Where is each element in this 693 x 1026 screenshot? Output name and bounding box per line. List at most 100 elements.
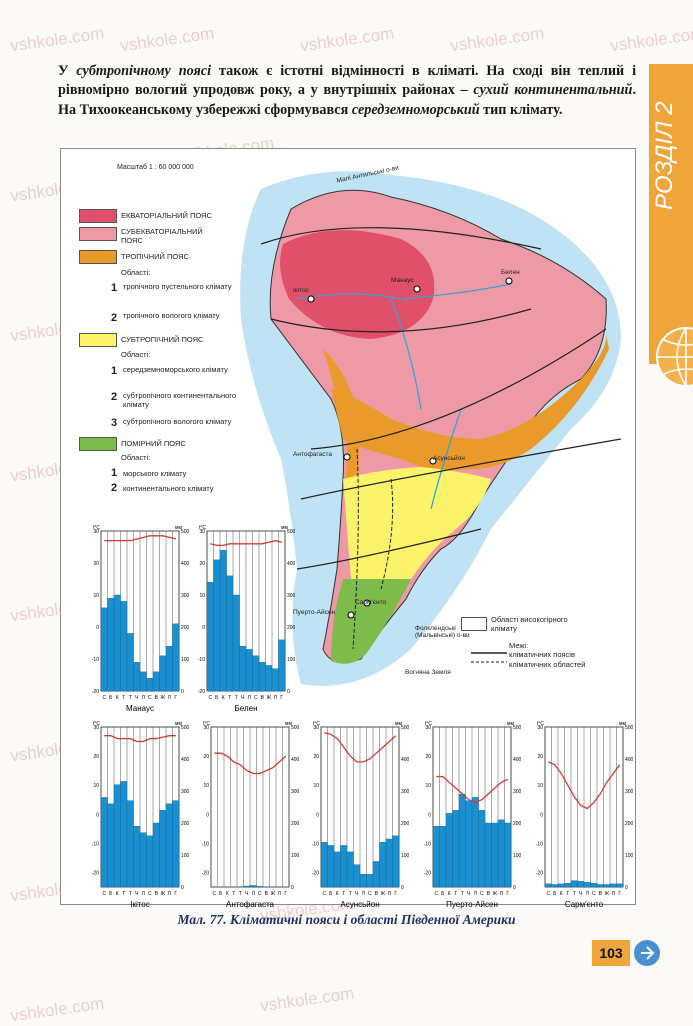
precip-tick-label: 500 (513, 725, 521, 731)
temp-tick-label: 10 (93, 783, 99, 789)
temp-tick-label: -20 (424, 870, 431, 876)
precip-bar (114, 595, 121, 691)
precip-bar (253, 656, 260, 691)
precip-tick-label: 200 (287, 625, 295, 631)
precip-tick-label: 500 (181, 725, 189, 731)
month-label: Л (252, 891, 255, 897)
month-label: Л (278, 891, 281, 897)
precip-tick-label: 300 (181, 789, 189, 795)
page-arrow-icon (632, 938, 662, 968)
month-label: С (480, 891, 484, 897)
map-label-sarmiento: Сарм'єнто (355, 599, 386, 606)
temp-tick-label: 0 (316, 812, 319, 818)
precip-bar (617, 884, 624, 887)
precip-bar (240, 646, 247, 691)
month-label: Л (142, 891, 145, 897)
precip-tick-label: 200 (291, 821, 299, 827)
precip-bar (485, 823, 492, 887)
month-label: С (102, 695, 106, 701)
precip-bar (134, 662, 141, 691)
month-label: Г (174, 891, 177, 897)
precip-bar (244, 886, 251, 887)
temp-tick-label: -10 (312, 841, 319, 847)
precip-tick-label: 300 (291, 789, 299, 795)
month-label: Т (239, 891, 242, 897)
precip-bar (101, 608, 108, 691)
month-label: С (148, 695, 152, 701)
temp-tick-label: 10 (199, 593, 205, 599)
month-label: Ж (270, 891, 275, 897)
month-label: Ч (135, 891, 138, 897)
watermark: vshkole.com (259, 984, 355, 1017)
precip-tick-label: 500 (287, 529, 295, 535)
precip-bar (545, 884, 552, 887)
precip-tick-label: 400 (291, 757, 299, 763)
month-label: К (560, 891, 563, 897)
legend-areas-label-3: Області: (121, 453, 150, 462)
text-run: тип клімату. (480, 102, 563, 118)
month-label: Ч (579, 891, 582, 897)
precip-bar (466, 801, 473, 887)
precip-tick-label: 300 (513, 789, 521, 795)
temp-tick-label: -20 (312, 870, 319, 876)
legend-tropical-1: тропічного пустельного клімату (123, 282, 243, 291)
watermark: vshkole.com (299, 24, 395, 57)
precip-bar (127, 801, 134, 887)
month-label: Т (573, 891, 576, 897)
month-label: Л (142, 695, 145, 701)
precip-tick-label: 200 (181, 821, 189, 827)
legend-area-bounds: кліматичних областей (509, 660, 585, 669)
temp-tick-label: 0 (206, 812, 209, 818)
month-label: Г (280, 695, 283, 701)
precip-bar (479, 810, 486, 887)
map-label-belem: Белен (501, 269, 520, 276)
month-label: С (592, 891, 596, 897)
precip-bar (259, 662, 266, 691)
temp-tick-label: 20 (203, 754, 209, 760)
figure-caption: Мал. 77. Кліматичні пояси і області Півд… (0, 912, 693, 928)
precip-bar (147, 836, 154, 887)
legend-areas-label: Області: (121, 268, 150, 277)
legend-tropical-2: тропічного вологого клімату (123, 311, 243, 320)
precip-bar (166, 646, 173, 691)
precip-tick-label: 500 (625, 725, 633, 731)
month-label: В (261, 695, 265, 701)
month-label: Ч (467, 891, 470, 897)
month-label: Л (274, 695, 277, 701)
station-name: Ікітос (130, 900, 150, 909)
month-label: Б (109, 695, 113, 701)
precip-bar (166, 804, 173, 887)
precip-tick-label: 300 (401, 789, 409, 795)
legend-swatch-tropical (79, 250, 117, 264)
precip-bar (498, 820, 505, 887)
month-label: Г (174, 695, 177, 701)
precip-bar (472, 797, 479, 887)
temp-tick-label: 20 (199, 561, 205, 567)
month-label: Ч (355, 891, 358, 897)
precip-tick-label: 200 (625, 821, 633, 827)
month-label: В (155, 891, 159, 897)
temp-tick-label: -10 (198, 657, 205, 663)
precip-tick-label: 200 (513, 821, 521, 827)
month-label: Ж (160, 891, 165, 897)
month-label: К (116, 891, 119, 897)
month-label: С (212, 891, 216, 897)
precip-tick-label: 400 (287, 561, 295, 567)
station-name: Антофагаста (226, 900, 275, 909)
precip-tick-label: 200 (401, 821, 409, 827)
watermark: vshkole.com (9, 994, 105, 1026)
temp-tick-label: 30 (93, 725, 99, 731)
precip-tick-label: 500 (291, 725, 299, 731)
month-label: Л (500, 891, 503, 897)
precip-bar (505, 823, 512, 887)
month-label: К (116, 695, 119, 701)
precip-tick-label: 400 (625, 757, 633, 763)
precip-tick-label: 100 (291, 853, 299, 859)
precip-bar (140, 833, 147, 887)
month-label: К (226, 891, 229, 897)
legend-swatch-subequatorial (79, 227, 117, 241)
temp-tick-label: -10 (536, 841, 543, 847)
legend-swatch-highland (461, 617, 487, 631)
